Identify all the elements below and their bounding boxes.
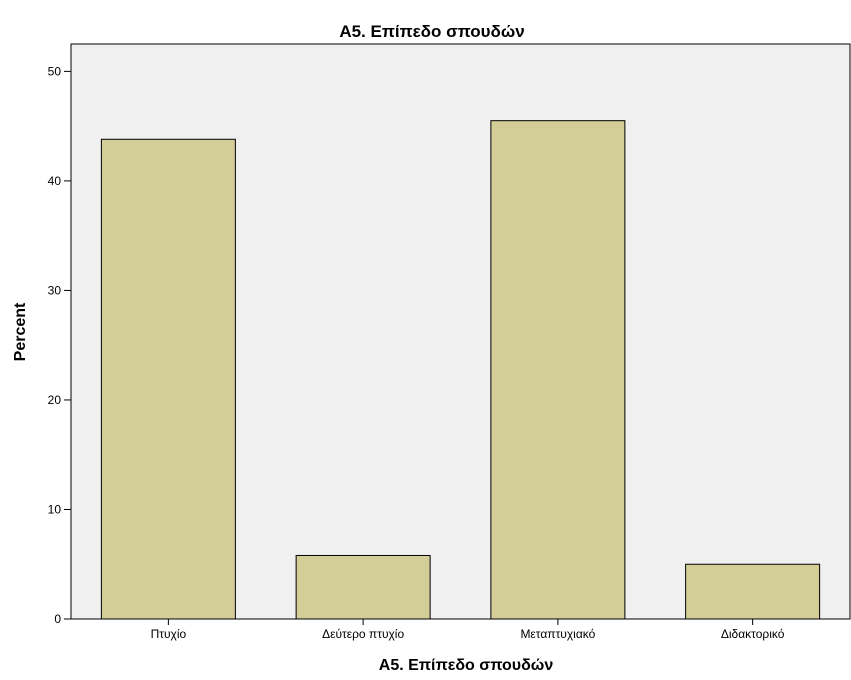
bar xyxy=(685,563,821,620)
x-tick-label: Διδακτορικό xyxy=(721,627,785,641)
x-tick-label: Δεύτερο πτυχίο xyxy=(322,627,404,641)
bar xyxy=(295,554,431,620)
y-axis: 0 10 20 30 40 50 xyxy=(48,64,71,626)
bar xyxy=(490,120,626,620)
x-tick-label: Πτυχίο xyxy=(151,627,187,641)
bar xyxy=(100,138,236,620)
y-axis-title: Percent xyxy=(12,302,29,361)
y-tick-label: 20 xyxy=(48,393,62,407)
x-tick-label: Μεταπτυχιακό xyxy=(520,627,595,641)
x-axis-title: A5. Επίπεδο σπουδών xyxy=(379,657,554,674)
y-tick-label: 50 xyxy=(48,64,62,78)
y-tick-label: 40 xyxy=(48,174,62,188)
y-tick-label: 30 xyxy=(48,283,62,297)
y-tick-label: 10 xyxy=(48,502,62,516)
bars xyxy=(100,120,821,620)
y-tick-label: 0 xyxy=(54,612,61,626)
x-axis: Πτυχίο Δεύτερο πτυχίο Μεταπτυχιακό Διδακτορ… xyxy=(151,619,785,641)
chart-title: A5. Επίπεδο σπουδών xyxy=(339,22,524,41)
